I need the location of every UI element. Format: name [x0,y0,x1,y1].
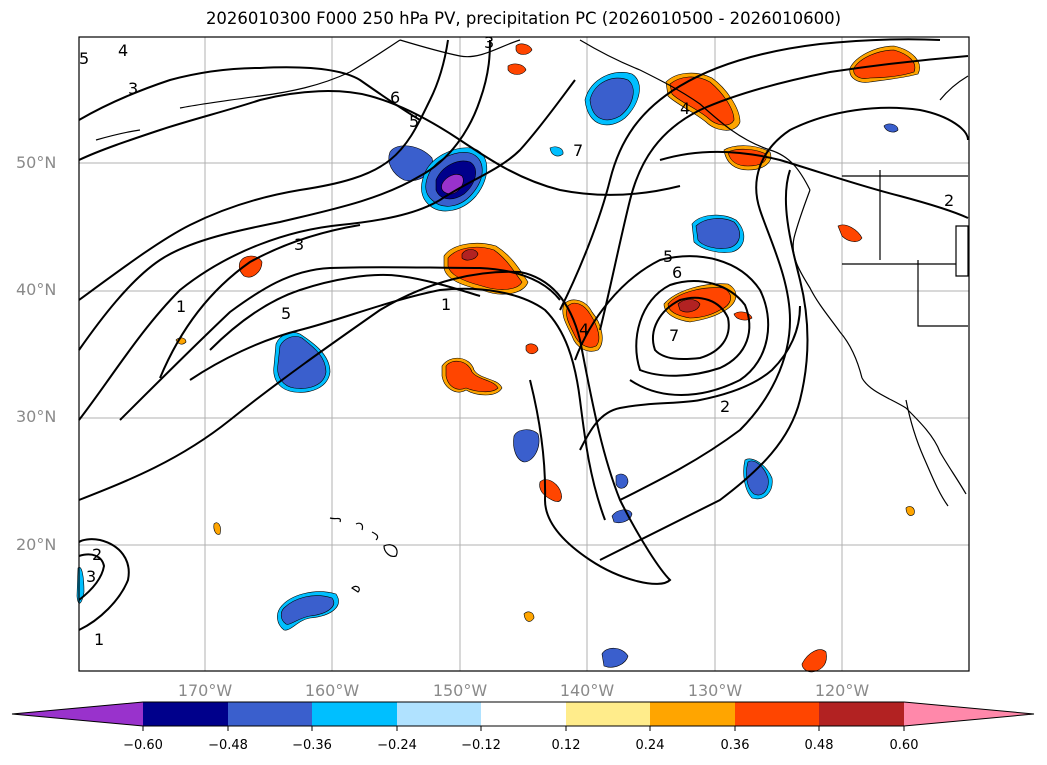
precip-blob-pos [677,299,701,313]
precip-blob-pos [525,343,539,355]
precip-blob-pos [523,611,535,622]
map-frame [78,36,970,672]
lat-label: 20°N [16,535,57,554]
gridlines [79,37,969,671]
contour-label: 5 [281,304,291,323]
colorbar-segment [819,702,904,726]
colorbar-tick-label: −0.60 [123,738,163,753]
precip-blob-pos [801,649,827,673]
precip-blob-neg [615,473,629,489]
contour-label: 6 [390,88,400,107]
precip-blob-pos [566,302,600,348]
precip-blob-neg [589,77,634,121]
precip-blob-pos [669,76,735,126]
contour-label: 5 [79,49,89,68]
contour-label: 2 [944,191,954,210]
precip-blob-neg [695,218,740,249]
precip-blob-neg [883,123,899,133]
contour-label: 4 [579,320,589,339]
contour-label: 3 [294,235,304,254]
contour-label: 5 [409,112,419,131]
precip-blob-neg [280,595,334,625]
contour-label: 2 [92,545,102,564]
contour-label: 1 [94,630,104,649]
colorbar-segment [650,702,735,726]
contour-label: 3 [484,33,494,52]
contour-label: 2 [720,397,730,416]
lat-label: 50°N [16,153,57,172]
lon-label: 140°W [559,681,615,700]
lon-label: 150°W [432,681,488,700]
precip-blob-pos [445,360,499,393]
lon-label: 130°W [687,681,743,700]
precip-blob-pos [905,506,915,516]
colorbar-segment [312,702,397,726]
lon-label: 160°W [304,681,360,700]
contour-label: 4 [118,41,128,60]
colorbar-segment [481,702,566,726]
contour-label: 3 [128,79,138,98]
contour-label: 5 [663,247,673,266]
colorbar-tick-label: −0.48 [208,738,248,753]
colorbar-tick-label: −0.12 [461,738,501,753]
contour-label: 6 [672,263,682,282]
lon-label: 170°W [177,681,233,700]
colorbar-segment [143,702,228,726]
precip-blob-neg [601,647,629,668]
colorbar-segment [566,702,650,726]
precip-blob-pos [515,43,533,55]
colorbar-segment [397,702,481,726]
contour-label: 3 [86,567,96,586]
colorbar-max-extend [904,702,1034,726]
contour-label: 7 [669,326,679,345]
colorbar-tick-label: −0.24 [377,738,417,753]
lat-label: 30°N [16,407,57,426]
colorbar-tick-label: 0.12 [551,738,581,753]
precip-blob-pos [461,249,479,261]
pv-contours [78,38,969,631]
lon-label: 120°W [814,681,870,700]
colorbar-tick-label: 0.36 [720,738,750,753]
lat-label: 40°N [16,280,57,299]
colorbar-tick-label: 0.48 [804,738,834,753]
figure-title: 2026010300 F000 250 hPa PV, precipitatio… [205,9,842,28]
contour-label: 1 [176,297,186,316]
precip-shading [76,43,920,673]
precip-blob-neg [513,429,540,463]
colorbar-segment [735,702,819,726]
precip-blob-pos [507,63,527,75]
colorbar-tick-label: 0.60 [889,738,919,753]
contour-label: 4 [680,99,690,118]
coastlines [95,39,969,593]
precip-blob-neg [549,146,564,157]
contour-label: 1 [441,295,451,314]
colorbar-tick-label: 0.24 [635,738,665,753]
colorbar-tick-label: −0.36 [292,738,332,753]
colorbar-segment [228,702,312,726]
precip-blob-pos [213,522,221,535]
contour-label: 7 [573,141,583,160]
contour-labels: 3 6 5 7 3 1 5 1 5 6 7 4 2 2 3 1 5 3 4 4 … [79,33,954,649]
colorbar-min-extend [12,702,143,726]
precip-blob-pos [837,224,863,242]
